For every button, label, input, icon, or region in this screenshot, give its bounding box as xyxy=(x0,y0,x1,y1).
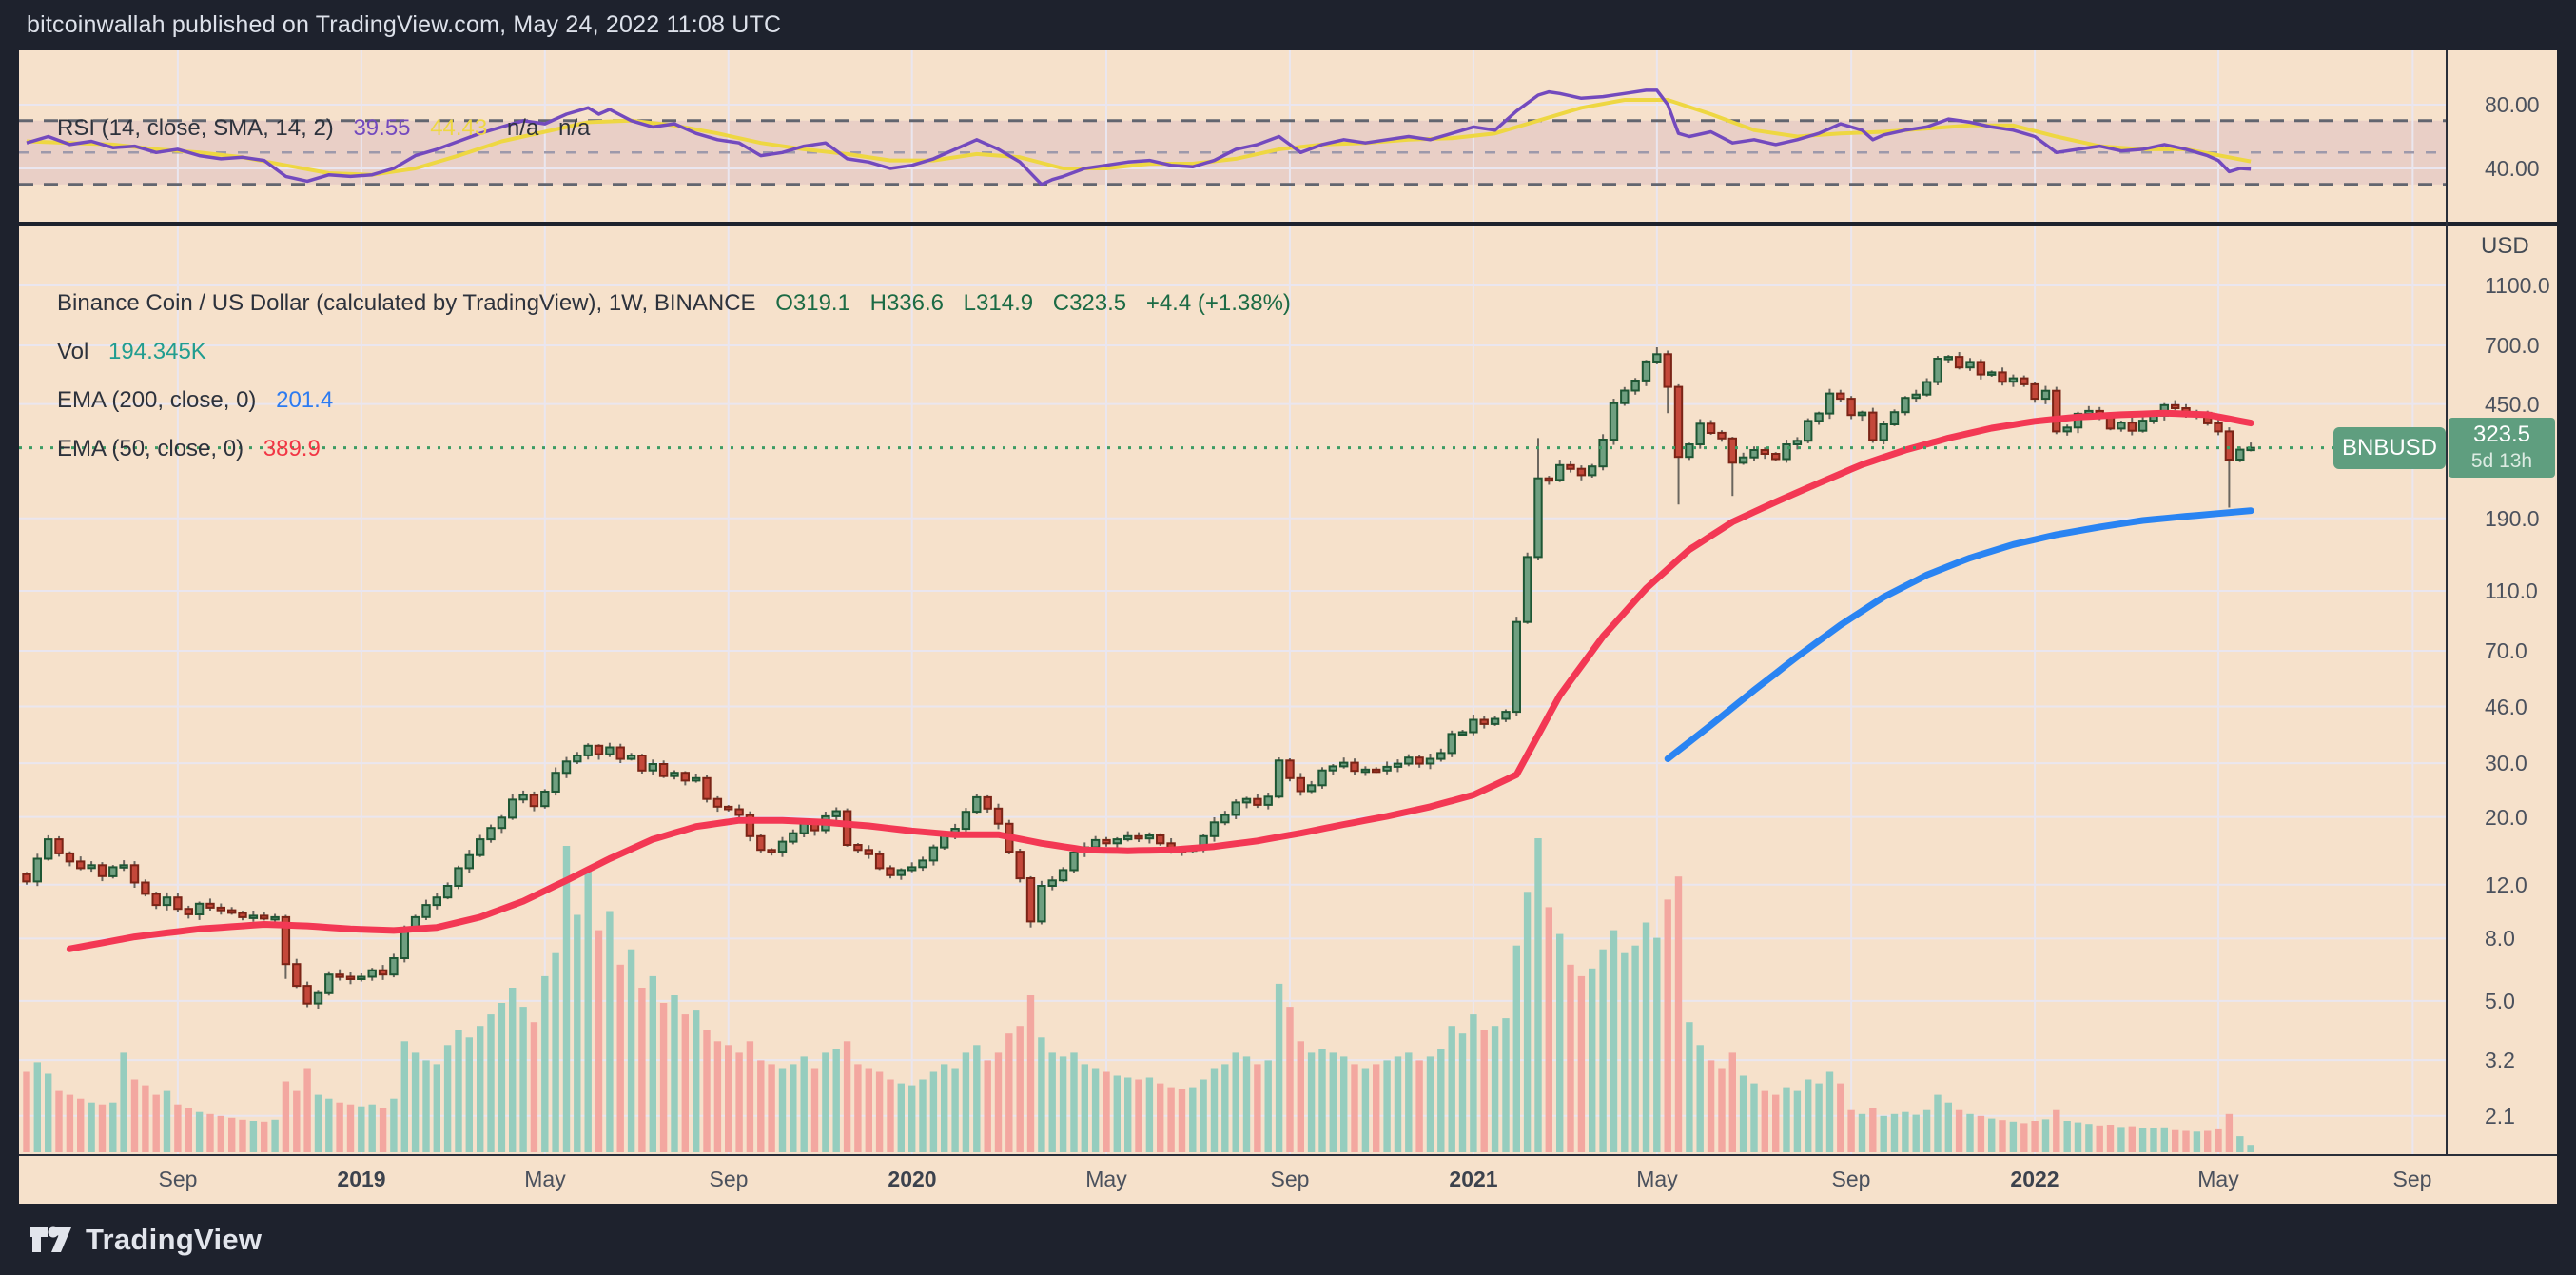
time-axis-label[interactable]: May xyxy=(1636,1167,1678,1191)
candlestick-series xyxy=(22,347,2255,1009)
rsi-axis-tick: 40.00 xyxy=(2485,156,2540,181)
price-axis-tick: 2.1 xyxy=(2485,1104,2515,1128)
price-axis-currency: USD xyxy=(2481,233,2529,259)
time-axis-label[interactable]: 2020 xyxy=(888,1167,937,1191)
price-axis-tick: 30.0 xyxy=(2485,751,2527,775)
price-axis-tick: 3.2 xyxy=(2485,1048,2515,1072)
time-axis-label[interactable]: Sep xyxy=(709,1167,749,1191)
time-axis-label[interactable]: 2019 xyxy=(337,1167,386,1191)
pane-divider[interactable] xyxy=(19,222,2557,226)
price-pane[interactable] xyxy=(19,226,2446,1154)
volume-series xyxy=(23,838,2254,1152)
price-axis-tick: 5.0 xyxy=(2485,989,2515,1013)
bar-countdown: 5d 13h xyxy=(2470,450,2533,472)
price-axis-tick: 450.0 xyxy=(2485,392,2540,417)
time-axis[interactable]: Sep 2019 May Sep 2020 May Sep 2021 May Sep 2022 May… xyxy=(19,1156,2557,1204)
price-axis-tick: 70.0 xyxy=(2485,638,2527,663)
price-axis-border xyxy=(2446,50,2448,1154)
last-price-badge: 323.5 5d 13h xyxy=(2449,418,2555,478)
time-axis-label[interactable]: May xyxy=(524,1167,566,1191)
publication-title: bitcoinwallah published on TradingView.c… xyxy=(27,11,782,38)
header-bar: bitcoinwallah published on TradingView.c… xyxy=(0,0,2576,50)
price-axis-tick: 12.0 xyxy=(2485,873,2527,897)
time-axis-label[interactable]: Sep xyxy=(2392,1167,2432,1191)
symbol-price-pill: BNBUSD xyxy=(2333,427,2446,469)
symbol-pill-text: BNBUSD xyxy=(2341,435,2438,461)
time-axis-label[interactable]: Sep xyxy=(1831,1167,1871,1191)
grid xyxy=(19,226,2446,1154)
tradingview-logo-icon xyxy=(30,1226,71,1252)
price-axis-tick: 1100.0 xyxy=(2485,273,2550,298)
rsi-pane[interactable] xyxy=(19,50,2446,222)
tradingview-brand-text: TradingView xyxy=(86,1222,263,1256)
last-price-value: 323.5 xyxy=(2472,422,2531,447)
price-axis-tick: 46.0 xyxy=(2485,695,2527,719)
ema50-line xyxy=(66,409,2254,952)
time-axis-label[interactable]: Sep xyxy=(1270,1167,1310,1191)
price-axis-tick: 700.0 xyxy=(2485,333,2540,358)
chart-container[interactable]: RSI (14, close, SMA, 14, 2) 39.55 44.43 … xyxy=(19,50,2557,1204)
time-axis-label[interactable]: Sep xyxy=(158,1167,198,1191)
price-axis-tick: 8.0 xyxy=(2485,926,2515,951)
price-axis-tick: 190.0 xyxy=(2485,506,2540,531)
time-axis-label[interactable]: 2021 xyxy=(1449,1167,1498,1191)
ema200-line xyxy=(1664,507,2254,762)
rsi-line xyxy=(26,88,2252,186)
time-axis-label[interactable]: May xyxy=(2197,1167,2239,1191)
time-axis-label[interactable]: 2022 xyxy=(2010,1167,2059,1191)
time-axis-border xyxy=(19,1154,2557,1156)
rsi-axis-tick: 80.00 xyxy=(2485,92,2540,117)
time-axis-label[interactable]: May xyxy=(1085,1167,1127,1191)
price-axis-tick: 110.0 xyxy=(2485,579,2538,603)
price-axis-tick: 20.0 xyxy=(2485,805,2527,830)
footer-bar: TradingView xyxy=(0,1204,2576,1275)
